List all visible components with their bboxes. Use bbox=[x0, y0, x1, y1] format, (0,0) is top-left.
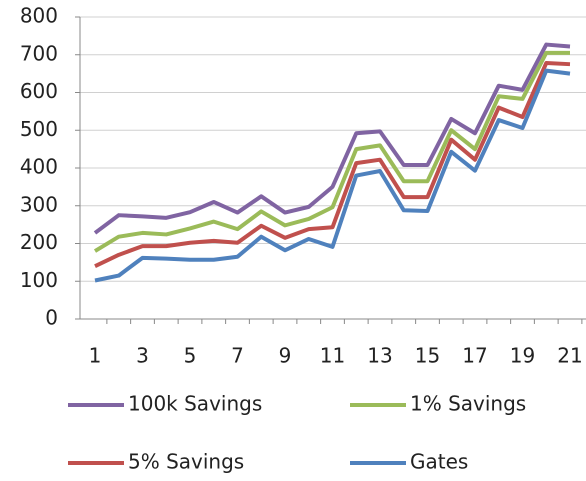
x-tick-label: 13 bbox=[367, 344, 392, 368]
x-tick-label: 17 bbox=[462, 344, 487, 368]
legend-label: 100k Savings bbox=[128, 392, 262, 416]
y-tick-label: 200 bbox=[20, 230, 58, 254]
y-tick-label: 800 bbox=[20, 4, 58, 28]
y-tick-label: 100 bbox=[20, 268, 58, 292]
legend-label: Gates bbox=[410, 450, 468, 474]
x-tick-label: 1 bbox=[89, 344, 102, 368]
x-tick-label: 5 bbox=[184, 344, 197, 368]
series-line bbox=[94, 68, 571, 283]
x-tick-label: 11 bbox=[320, 344, 345, 368]
y-tick-label: 600 bbox=[20, 79, 58, 103]
y-tick-label: 500 bbox=[20, 117, 58, 141]
y-tick-label: 300 bbox=[20, 192, 58, 216]
x-tick-label: 21 bbox=[557, 344, 582, 368]
x-tick-label: 19 bbox=[510, 344, 535, 368]
x-tick-label: 3 bbox=[136, 344, 149, 368]
legend-label: 1% Savings bbox=[410, 392, 526, 416]
series-line bbox=[93, 42, 571, 235]
y-tick-label: 400 bbox=[20, 155, 58, 179]
y-tick-label: 0 bbox=[45, 306, 58, 330]
x-tick-label: 7 bbox=[231, 344, 244, 368]
legend-label: 5% Savings bbox=[128, 450, 244, 474]
x-tick-label: 9 bbox=[279, 344, 292, 368]
y-tick-label: 700 bbox=[20, 41, 58, 65]
series-line bbox=[94, 61, 571, 268]
series-line bbox=[93, 50, 570, 253]
x-tick-label: 15 bbox=[415, 344, 440, 368]
